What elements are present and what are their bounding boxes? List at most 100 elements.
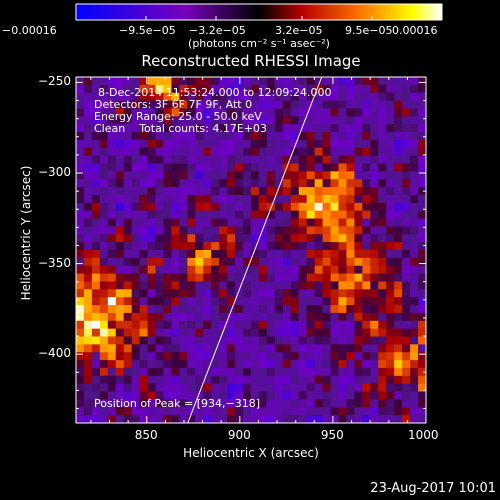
heatmap-pixel xyxy=(235,352,244,361)
heatmap-pixel xyxy=(370,100,379,109)
heatmap-pixel xyxy=(171,139,180,149)
heatmap-pixel xyxy=(83,273,93,282)
heatmap-pixel xyxy=(322,124,331,133)
heatmap-pixel xyxy=(147,289,156,298)
heatmap-pixel xyxy=(195,132,204,141)
heatmap-pixel xyxy=(171,171,180,180)
heatmap-pixel xyxy=(354,218,363,227)
heatmap-pixel xyxy=(211,407,220,416)
heatmap-pixel xyxy=(314,273,323,282)
heatmap-pixel xyxy=(410,257,419,267)
heatmap-pixel xyxy=(386,92,395,101)
heatmap-pixel xyxy=(298,242,308,251)
heatmap-pixel xyxy=(314,344,323,353)
heatmap-pixel xyxy=(402,155,411,164)
heatmap-pixel xyxy=(394,344,403,353)
heatmap-pixel xyxy=(179,92,188,101)
heatmap-pixel xyxy=(314,194,323,204)
heatmap-pixel xyxy=(322,226,331,235)
heatmap-pixel xyxy=(370,383,379,392)
heatmap-pixel xyxy=(243,202,252,212)
heatmap-pixel xyxy=(314,218,323,227)
heatmap-pixel xyxy=(115,344,125,353)
heatmap-pixel xyxy=(282,84,292,94)
heatmap-pixel xyxy=(76,312,85,322)
heatmap-pixel xyxy=(418,171,427,180)
heatmap-pixel xyxy=(211,84,220,94)
heatmap-pixel xyxy=(243,116,252,125)
heatmap-pixel xyxy=(219,202,228,212)
heatmap-pixel xyxy=(187,250,196,259)
heatmap-pixel xyxy=(227,391,236,400)
heatmap-pixel xyxy=(410,391,419,400)
heatmap-pixel xyxy=(235,77,244,86)
heatmap-pixel xyxy=(282,360,292,369)
heatmap-pixel xyxy=(179,407,188,416)
heatmap-pixel xyxy=(99,352,109,361)
heatmap-pixel xyxy=(227,210,236,219)
heatmap-pixel xyxy=(211,352,220,361)
heatmap-pixel xyxy=(171,108,180,117)
heatmap-pixel xyxy=(203,116,212,125)
heatmap-pixel xyxy=(115,320,125,330)
heatmap-pixel xyxy=(91,367,101,377)
heatmap-pixel xyxy=(394,139,403,149)
heatmap-pixel xyxy=(139,312,148,322)
heatmap-pixel xyxy=(155,124,164,133)
heatmap-pixel xyxy=(370,250,379,259)
heatmap-pixel xyxy=(203,360,212,369)
heatmap-pixel xyxy=(99,100,109,109)
heatmap-pixel xyxy=(179,187,188,196)
heatmap-pixel xyxy=(123,210,133,219)
heatmap-pixel xyxy=(338,139,347,149)
heatmap-pixel xyxy=(346,84,355,94)
heatmap-pixel xyxy=(362,273,371,282)
heatmap-pixel xyxy=(115,179,125,188)
heatmap-pixel xyxy=(227,312,236,322)
heatmap-pixel xyxy=(386,257,395,267)
heatmap-pixel xyxy=(171,147,180,157)
heatmap-pixel xyxy=(266,108,276,117)
heatmap-pixel xyxy=(386,375,395,385)
heatmap-pixel xyxy=(378,391,387,400)
heatmap-pixel xyxy=(99,375,109,385)
heatmap-pixel xyxy=(195,305,204,314)
heatmap-pixel xyxy=(322,297,331,306)
heatmap-pixel xyxy=(179,132,188,141)
heatmap-pixel xyxy=(314,77,323,86)
heatmap-pixel xyxy=(179,210,188,219)
heatmap-pixel xyxy=(243,383,252,392)
heatmap-pixel xyxy=(147,257,156,267)
heatmap-pixel xyxy=(227,383,236,392)
heatmap-pixel xyxy=(179,281,188,290)
heatmap-pixel xyxy=(131,352,141,361)
heatmap-pixel xyxy=(330,320,339,330)
heatmap-pixel xyxy=(83,194,93,204)
heatmap-pixel xyxy=(195,265,204,274)
heatmap-pixel xyxy=(362,242,371,251)
heatmap-pixel xyxy=(402,226,411,235)
heatmap-pixel xyxy=(394,202,403,212)
heatmap-pixel xyxy=(298,391,308,400)
heatmap-pixel xyxy=(235,257,244,267)
heatmap-pixel xyxy=(322,367,331,377)
y-axis-label: Heliocentric Y (arcsec) xyxy=(19,165,33,301)
heatmap-pixel xyxy=(338,265,347,274)
heatmap-pixel xyxy=(76,116,85,125)
heatmap-pixel xyxy=(99,367,109,377)
heatmap-pixel xyxy=(123,139,133,149)
heatmap-pixel xyxy=(370,155,379,164)
heatmap-pixel xyxy=(370,242,379,251)
heatmap-pixel xyxy=(91,391,101,400)
heatmap-pixel xyxy=(298,265,308,274)
colorbar-tick-label: 9.5e−05 xyxy=(345,24,393,37)
heatmap-pixel xyxy=(139,336,148,345)
heatmap-pixel xyxy=(227,139,236,149)
heatmap-pixel xyxy=(163,289,172,298)
heatmap-pixel xyxy=(282,234,292,243)
heatmap-pixel xyxy=(211,234,220,243)
heatmap-pixel xyxy=(147,179,156,188)
heatmap-pixel xyxy=(274,139,284,149)
heatmap-pixel xyxy=(354,132,363,141)
heatmap-pixel xyxy=(187,163,196,172)
